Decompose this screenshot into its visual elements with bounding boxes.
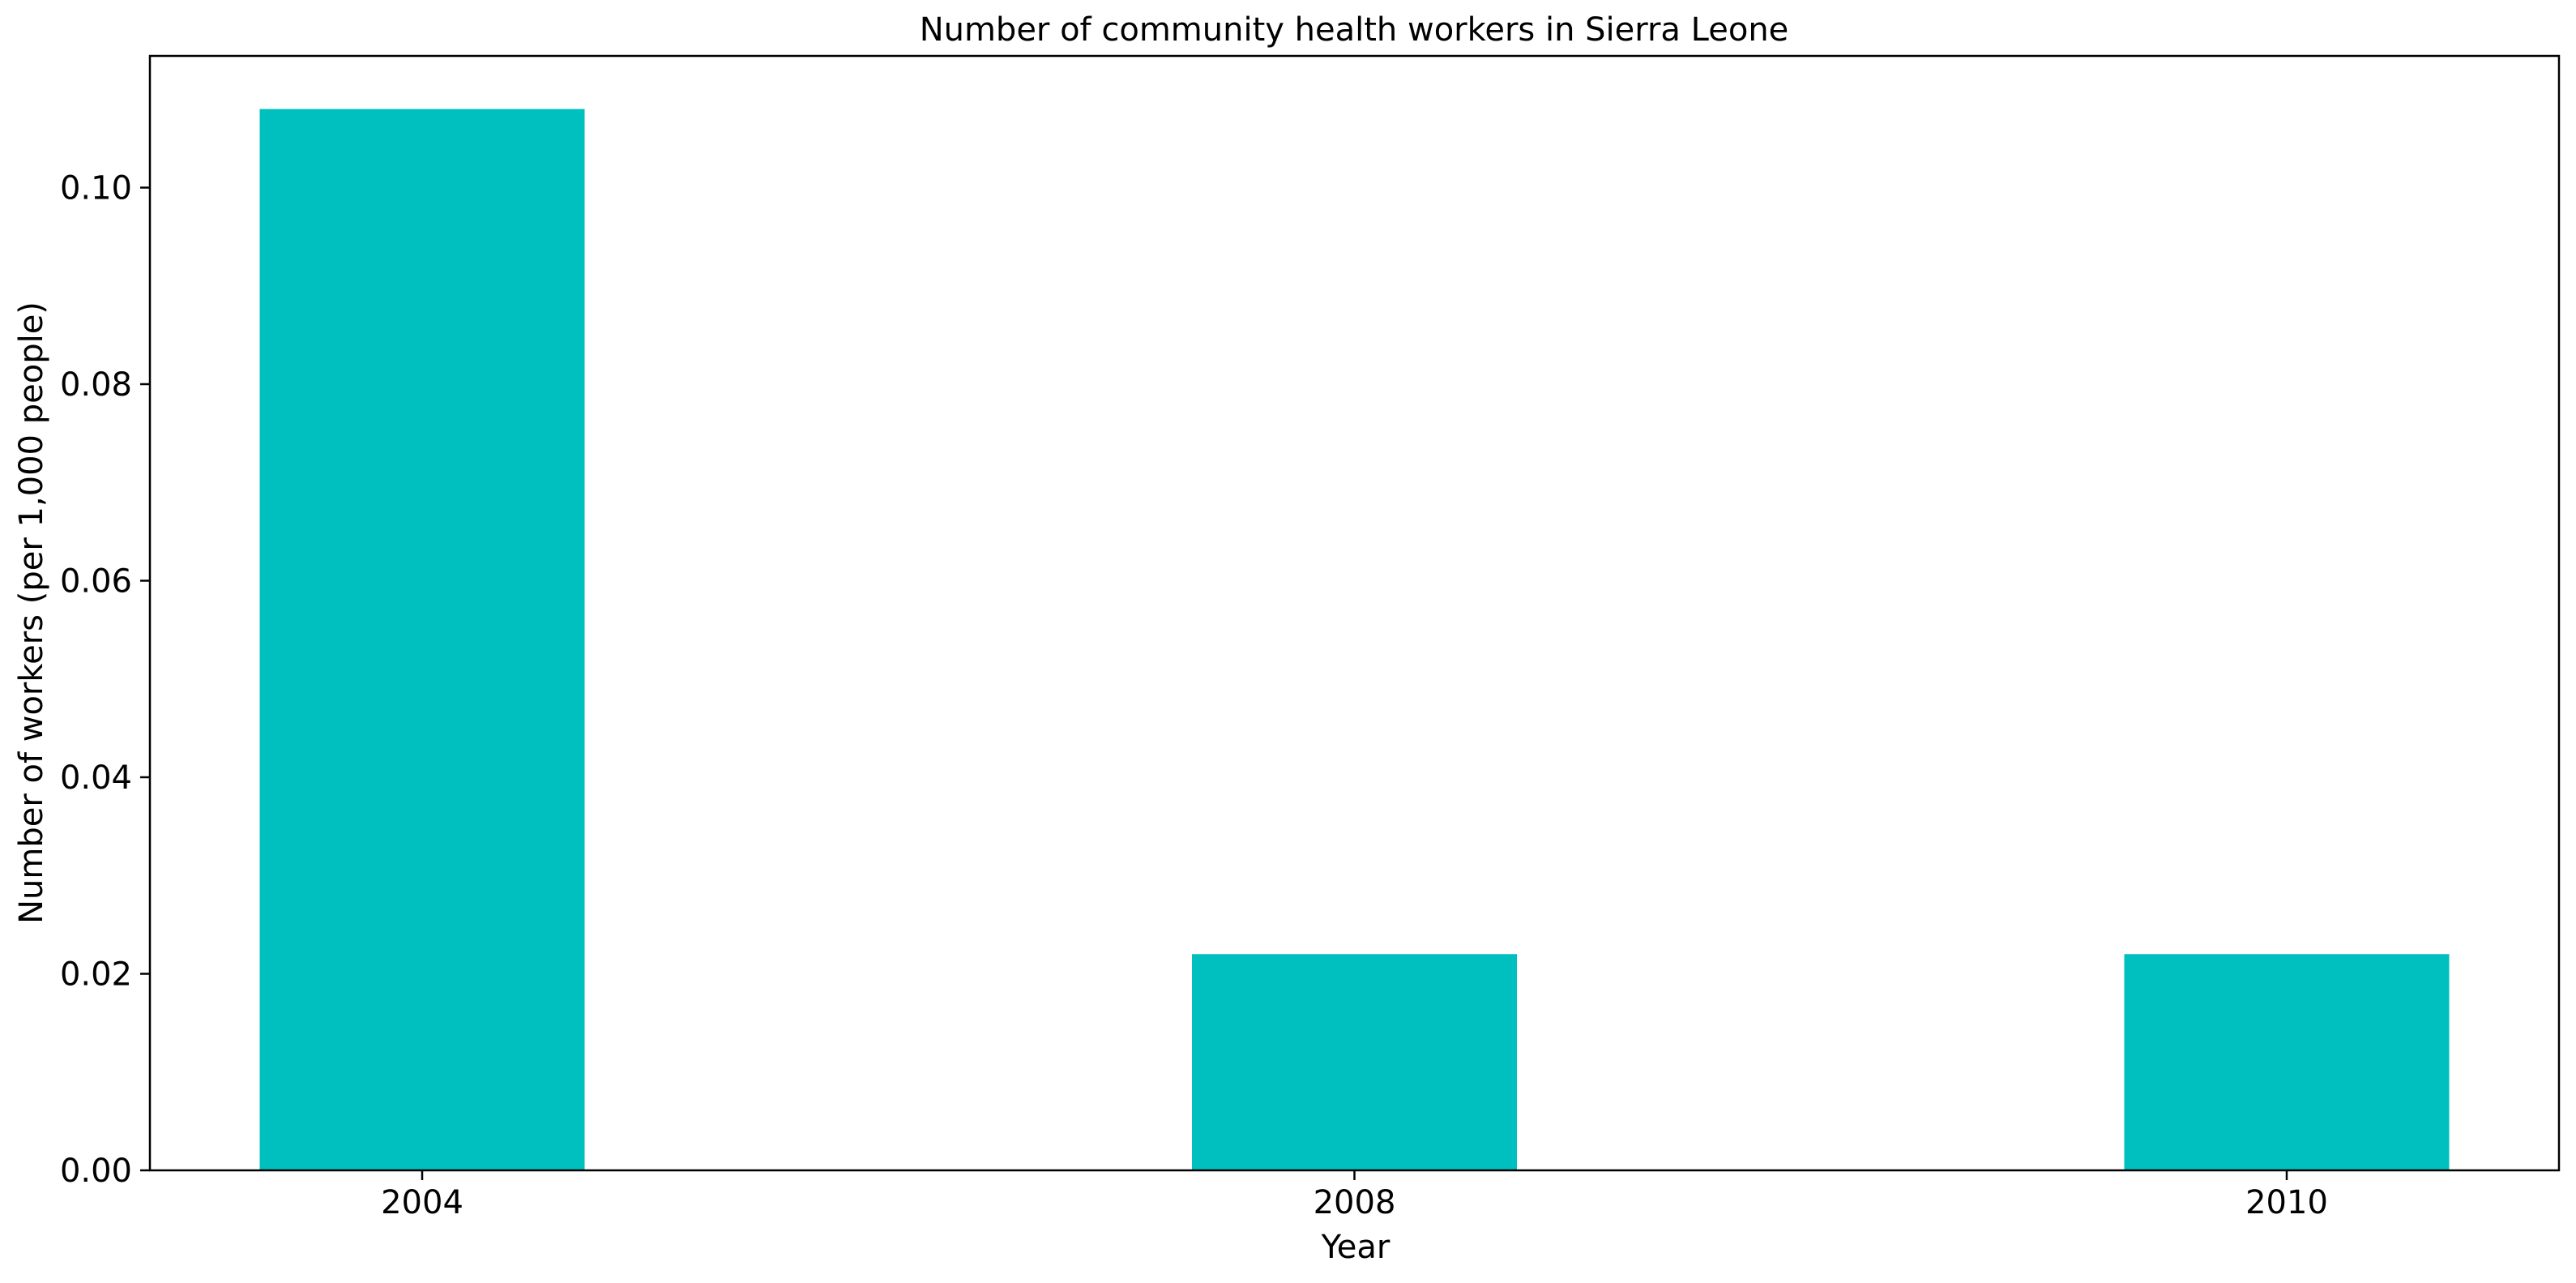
bar-2004 — [259, 109, 585, 1170]
bar-2008 — [1192, 954, 1517, 1170]
x-tick-label: 2008 — [1314, 1184, 1396, 1221]
y-tick-label: 0.10 — [60, 169, 132, 207]
y-tick-label: 0.02 — [60, 956, 132, 993]
x-tick-label: 2010 — [2245, 1184, 2328, 1221]
x-tick-label: 2004 — [381, 1184, 464, 1221]
y-axis-label: Number of workers (per 1,000 people) — [13, 302, 50, 924]
x-axis-label: Year — [1321, 1229, 1391, 1266]
bar-series — [259, 109, 2450, 1170]
bar-2010 — [2124, 954, 2450, 1170]
y-tick-label: 0.08 — [60, 366, 132, 404]
y-axis: 0.00 0.02 0.04 0.06 0.08 0.10 — [60, 169, 150, 1190]
chart-title: Number of community health workers in Si… — [920, 11, 1789, 49]
x-axis: 2004 2008 2010 — [381, 1170, 2328, 1221]
y-tick-label: 0.00 — [60, 1153, 132, 1190]
y-tick-label: 0.06 — [60, 562, 132, 600]
y-tick-label: 0.04 — [60, 759, 132, 797]
